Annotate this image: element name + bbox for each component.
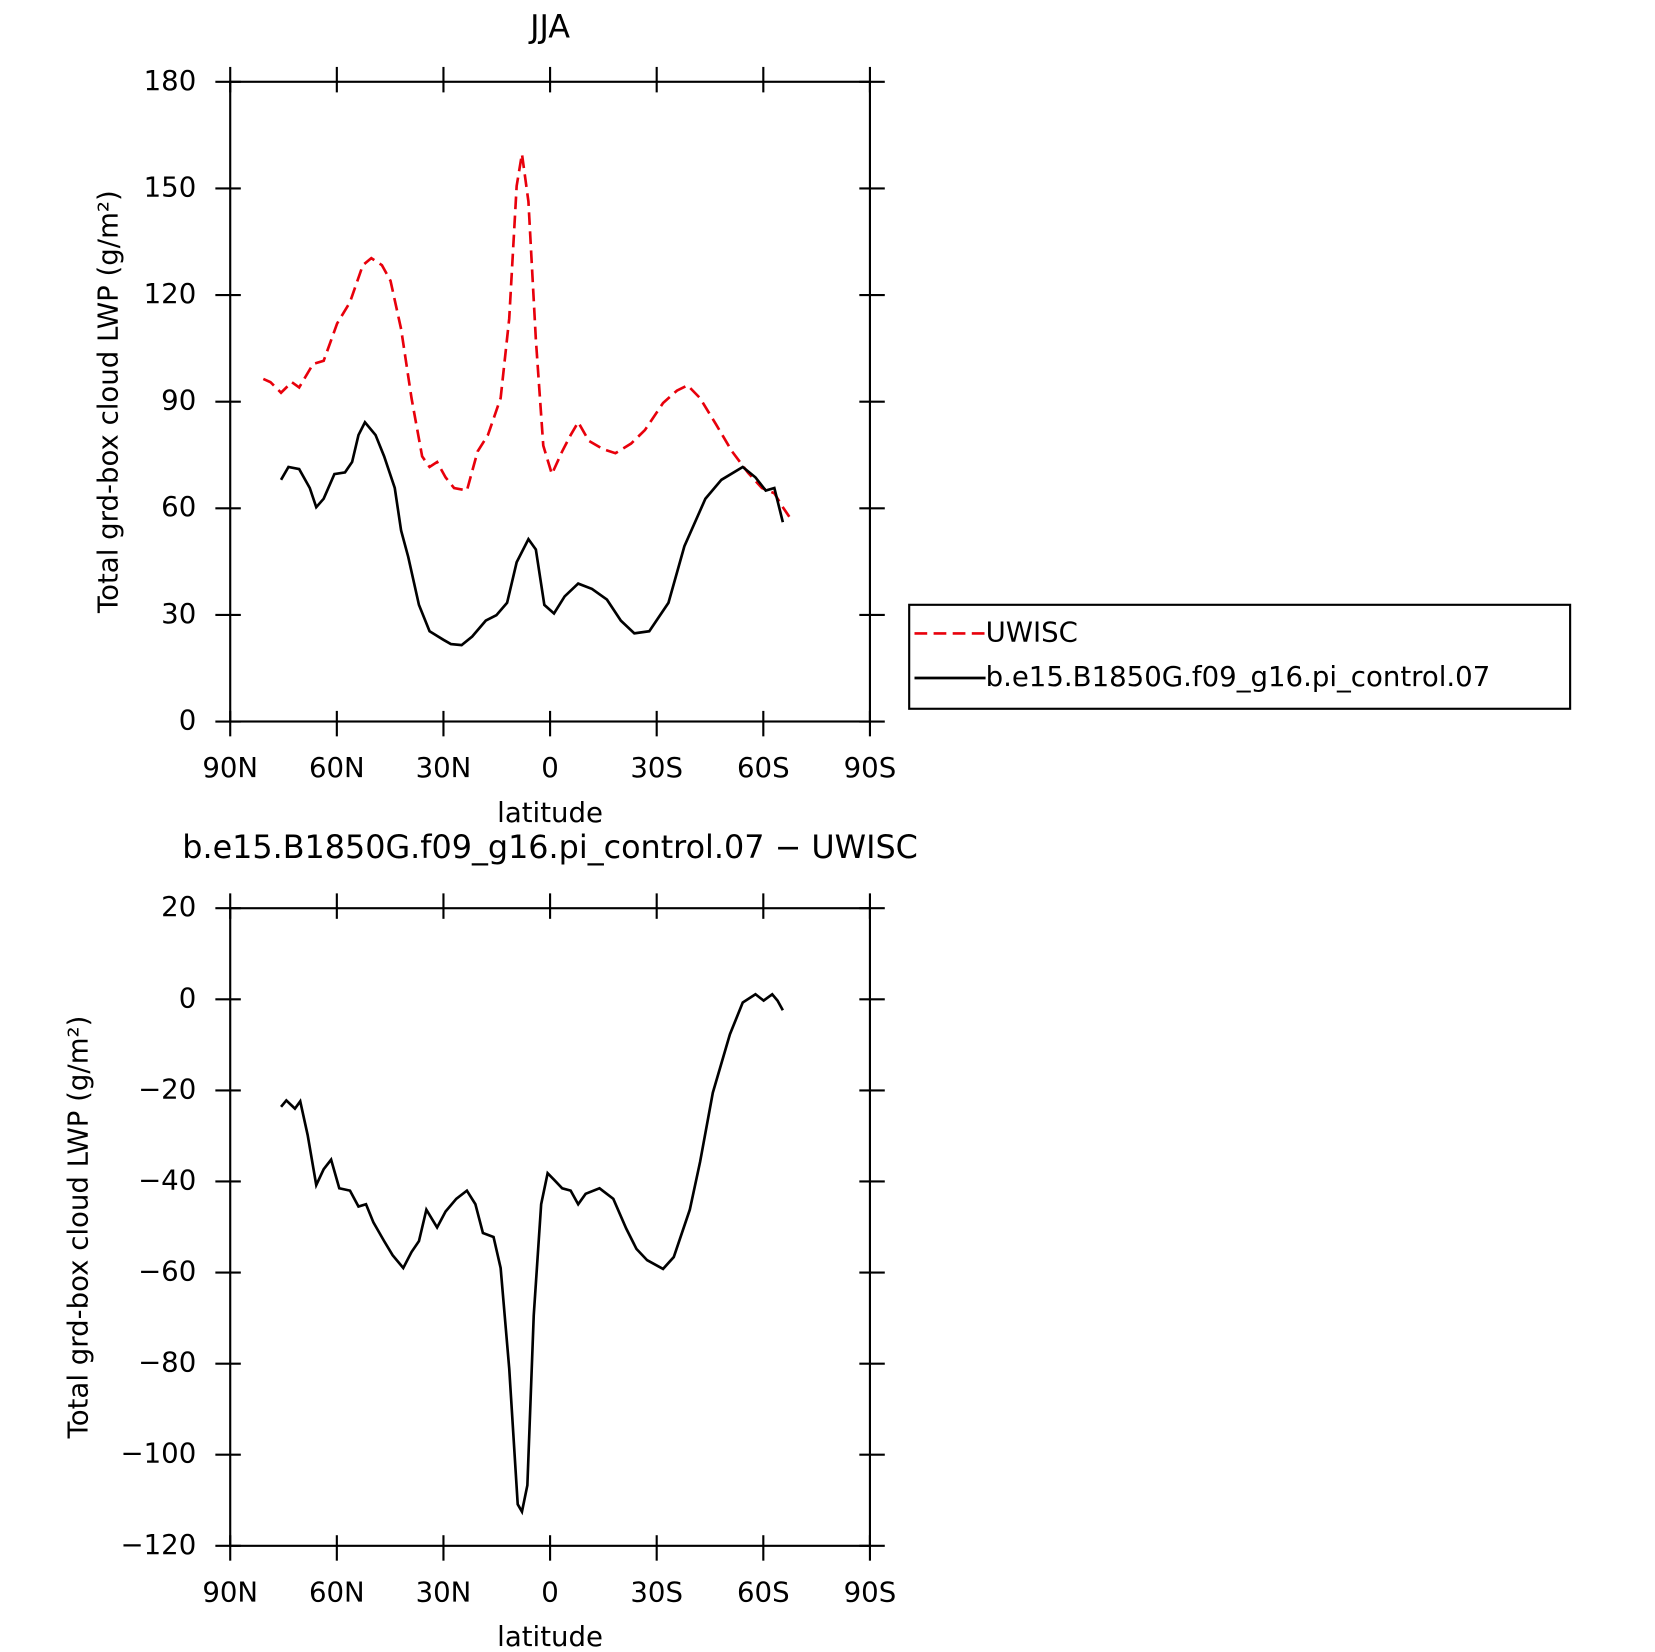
y-tick-label: 30 <box>161 597 196 630</box>
y-tick-label: 0 <box>179 981 197 1014</box>
x-tick-label: 30S <box>630 1576 683 1609</box>
legend-label: b.e15.B1850G.f09_g16.pi_control.07 <box>986 660 1491 693</box>
x-axis-label: latitude <box>497 1620 603 1652</box>
x-tick-label: 60S <box>737 751 790 784</box>
plot-frame <box>229 80 871 723</box>
y-tick-label: 0 <box>179 704 197 737</box>
y-tick-label: −20 <box>138 1072 196 1105</box>
x-tick-label: 60S <box>737 1576 790 1609</box>
x-tick-label: 90N <box>202 1576 258 1609</box>
x-tick-label: 90N <box>202 751 258 784</box>
x-tick-label: 0 <box>541 751 559 784</box>
y-tick-label: −120 <box>121 1528 197 1561</box>
x-tick-label: 90S <box>844 751 897 784</box>
x-tick-label: 60N <box>309 751 365 784</box>
y-axis-label: Total grd-box cloud LWP (g/m²) <box>91 190 124 614</box>
y-tick-label: −100 <box>121 1437 197 1470</box>
legend-box <box>908 603 1572 710</box>
chart-title: JJA <box>528 8 570 46</box>
y-tick-label: −60 <box>138 1255 196 1288</box>
y-tick-label: 60 <box>161 490 196 523</box>
x-tick-label: 30N <box>416 751 472 784</box>
y-tick-label: −80 <box>138 1346 196 1379</box>
data-line <box>262 153 791 518</box>
legend-label: UWISC <box>986 615 1078 648</box>
y-tick-label: 120 <box>144 277 197 310</box>
x-tick-label: 30N <box>416 1576 472 1609</box>
y-tick-label: 20 <box>161 890 196 923</box>
x-tick-label: 60N <box>309 1576 365 1609</box>
y-tick-label: 180 <box>144 64 197 97</box>
y-axis-label: Total grd-box cloud LWP (g/m²) <box>62 1016 95 1440</box>
plot-frame <box>229 907 871 1547</box>
data-line <box>279 419 785 647</box>
y-tick-label: −40 <box>138 1163 196 1196</box>
x-axis-label: latitude <box>497 796 603 829</box>
x-tick-label: 90S <box>844 1576 897 1609</box>
x-tick-label: 0 <box>541 1576 559 1609</box>
chart-title: b.e15.B1850G.f09_g16.pi_control.07 − UWI… <box>182 828 918 866</box>
data-line <box>280 992 784 1516</box>
y-tick-label: 150 <box>144 170 197 203</box>
y-tick-label: 90 <box>161 384 196 417</box>
x-tick-label: 30S <box>630 751 683 784</box>
